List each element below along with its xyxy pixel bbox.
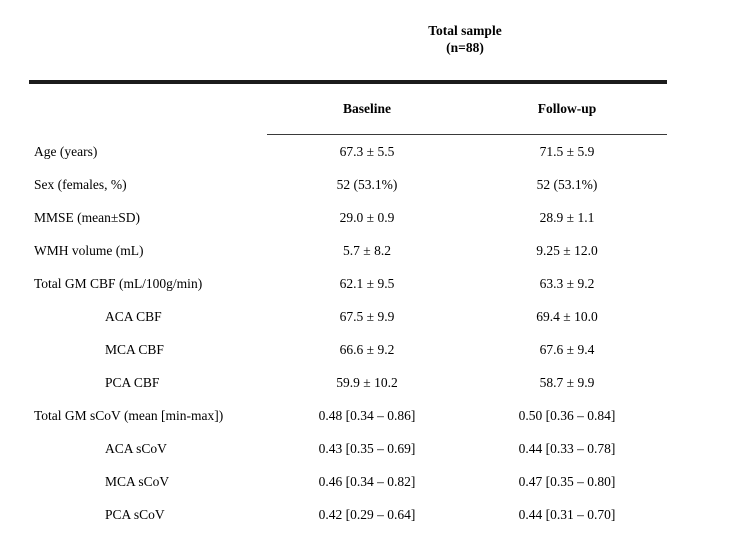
table-row: MCA CBF 66.6 ± 9.2 67.6 ± 9.4 (29, 333, 667, 366)
table-row: ACA sCoV 0.43 [0.35 – 0.69] 0.44 [0.33 –… (29, 432, 667, 465)
table-row: Total GM sCoV (mean [min-max]) 0.48 [0.3… (29, 399, 667, 432)
followup-value: 0.50 [0.36 – 0.84] (518, 407, 616, 423)
table-row: WMH volume (mL) 5.7 ± 8.2 9.25 ± 12.0 (29, 234, 667, 267)
table-row: Sex (females, %) 52 (53.1%) 52 (53.1%) (29, 168, 667, 201)
row-label: PCA sCoV (105, 506, 165, 522)
followup-value: 52 (53.1%) (536, 176, 598, 192)
baseline-value: 67.3 ± 5.5 (339, 143, 395, 159)
followup-value: 63.3 ± 9.2 (539, 275, 595, 291)
table-group-header: Total sample (n=88) (267, 22, 663, 56)
table-row: MCA sCoV 0.46 [0.34 – 0.82] 0.47 [0.35 –… (29, 465, 667, 498)
group-header-line2: (n=88) (446, 40, 484, 55)
row-label: MMSE (mean±SD) (34, 209, 141, 225)
column-header-underline (267, 134, 667, 135)
table-row: Age (years) 67.3 ± 5.5 71.5 ± 5.9 (29, 135, 667, 168)
baseline-value: 29.0 ± 0.9 (339, 209, 395, 225)
table-row: MMSE (mean±SD) 29.0 ± 0.9 28.9 ± 1.1 (29, 201, 667, 234)
row-label: MCA CBF (105, 341, 164, 357)
column-header-row: Baseline Follow-up (29, 84, 667, 134)
followup-value: 0.44 [0.31 – 0.70] (518, 506, 616, 522)
followup-value: 71.5 ± 5.9 (539, 143, 595, 159)
baseline-value: 66.6 ± 9.2 (339, 341, 395, 357)
row-label: PCA CBF (105, 374, 160, 390)
baseline-value: 67.5 ± 9.9 (339, 308, 395, 324)
row-label: ACA sCoV (105, 440, 167, 456)
followup-value: 58.7 ± 9.9 (539, 374, 595, 390)
row-label: WMH volume (mL) (34, 242, 144, 258)
followup-value: 0.44 [0.33 – 0.78] (518, 440, 616, 456)
followup-value: 67.6 ± 9.4 (539, 341, 595, 357)
baseline-value: 52 (53.1%) (336, 176, 398, 192)
table-row: PCA sCoV 0.42 [0.29 – 0.64] 0.44 [0.31 –… (29, 498, 667, 531)
row-label: ACA CBF (105, 308, 162, 324)
baseline-value: 62.1 ± 9.5 (339, 275, 395, 291)
column-header-baseline: Baseline (342, 101, 391, 116)
baseline-value: 5.7 ± 8.2 (343, 242, 391, 258)
row-label: Total GM CBF (mL/100g/min) (34, 275, 203, 291)
row-label: Sex (females, %) (34, 176, 127, 192)
table-body: Age (years) 67.3 ± 5.5 71.5 ± 5.9 Sex (f… (29, 135, 667, 531)
row-label: Age (years) (34, 143, 98, 159)
baseline-value: 0.42 [0.29 – 0.64] (318, 506, 416, 522)
baseline-value: 0.46 [0.34 – 0.82] (318, 473, 416, 489)
summary-table: Baseline Follow-up Age (years) 67.3 ± 5.… (29, 80, 667, 531)
column-header-followup: Follow-up (537, 101, 597, 116)
row-label: Total GM sCoV (mean [min-max]) (34, 407, 224, 423)
table-row: ACA CBF 67.5 ± 9.9 69.4 ± 10.0 (29, 300, 667, 333)
table-top-rule (29, 80, 667, 84)
followup-value: 28.9 ± 1.1 (539, 209, 595, 225)
followup-value: 9.25 ± 12.0 (536, 242, 598, 258)
baseline-value: 0.48 [0.34 – 0.86] (318, 407, 416, 423)
followup-value: 0.47 [0.35 – 0.80] (518, 473, 616, 489)
followup-value: 69.4 ± 10.0 (536, 308, 598, 324)
row-label: MCA sCoV (105, 473, 170, 489)
table-row: PCA CBF 59.9 ± 10.2 58.7 ± 9.9 (29, 366, 667, 399)
baseline-value: 59.9 ± 10.2 (336, 374, 398, 390)
baseline-value: 0.43 [0.35 – 0.69] (318, 440, 416, 456)
group-header-line1: Total sample (428, 23, 502, 38)
table-row: Total GM CBF (mL/100g/min) 62.1 ± 9.5 63… (29, 267, 667, 300)
